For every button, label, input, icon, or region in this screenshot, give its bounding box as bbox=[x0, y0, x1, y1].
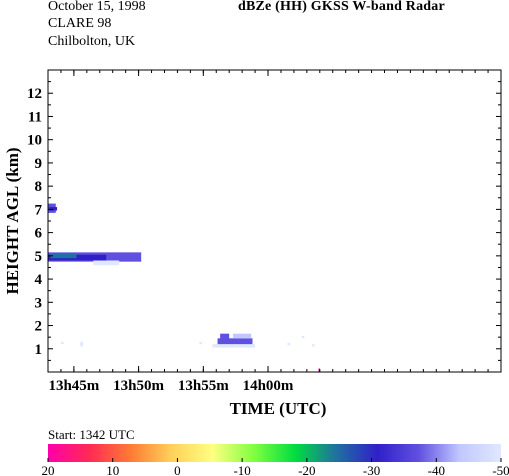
location-label: Chilbolton, UK bbox=[48, 34, 136, 49]
echo-region-8 bbox=[233, 333, 252, 339]
x-tick-label-3: 14h00m bbox=[243, 378, 294, 394]
date-label: October 15, 1998 bbox=[48, 0, 146, 14]
echo-region-9 bbox=[212, 344, 256, 348]
x-tick-label-2: 13h55m bbox=[178, 378, 229, 394]
y-tick-label-5: 5 bbox=[35, 249, 43, 265]
campaign-label: CLARE 98 bbox=[48, 16, 112, 31]
y-tick-label-11: 11 bbox=[28, 109, 42, 125]
echo-region-6 bbox=[217, 338, 253, 346]
y-tick-label-10: 10 bbox=[27, 133, 42, 149]
echo-region-10 bbox=[60, 341, 64, 345]
echo-region-12 bbox=[199, 341, 203, 345]
y-tick-label-4: 4 bbox=[35, 272, 43, 288]
echo-layer bbox=[48, 203, 321, 372]
echo-region-16 bbox=[318, 368, 321, 372]
y-tick-label-9: 9 bbox=[35, 156, 43, 172]
colorbar-tick-label-7: -50 bbox=[492, 463, 509, 476]
y-tick-label-7: 7 bbox=[35, 202, 43, 218]
echo-region-1 bbox=[48, 254, 107, 261]
echo-region-7 bbox=[220, 333, 230, 340]
echo-region-15 bbox=[312, 344, 315, 347]
echo-region-3 bbox=[93, 260, 120, 266]
colorbar-tick-label-5: -30 bbox=[363, 463, 380, 476]
echo-region-14 bbox=[301, 335, 305, 339]
y-axis-label: HEIGHT AGL (km) bbox=[3, 147, 22, 294]
x-axis-label: TIME (UTC) bbox=[230, 399, 327, 418]
colorbar-tick-label-0: 20 bbox=[42, 463, 55, 476]
x-tick-label-0: 13h45m bbox=[48, 378, 99, 394]
colorbar bbox=[48, 444, 501, 462]
y-tick-label-6: 6 bbox=[35, 226, 43, 242]
y-tick-label-12: 12 bbox=[27, 86, 42, 102]
start-time-label: Start: 1342 UTC bbox=[48, 427, 135, 442]
y-tick-label-3: 3 bbox=[35, 295, 43, 311]
echo-region-5 bbox=[49, 207, 58, 211]
echo-region-2 bbox=[50, 253, 77, 259]
echo-region-11 bbox=[80, 341, 83, 347]
plot-frame bbox=[47, 69, 502, 373]
y-tick-label-2: 2 bbox=[35, 319, 43, 335]
colorbar-ticks: 20 10 0 -10 -20 -30 -40 -50 bbox=[42, 458, 509, 476]
chart-title: dBZe (HH) GKSS W-band Radar bbox=[238, 0, 445, 14]
echo-region-13 bbox=[287, 342, 291, 346]
colorbar-tick-label-2: 0 bbox=[174, 463, 181, 476]
colorbar-tick-label-1: 10 bbox=[106, 463, 119, 476]
y-tick-label-8: 8 bbox=[35, 179, 43, 195]
colorbar-tick-label-3: -10 bbox=[233, 463, 250, 476]
x-tick-label-1: 13h50m bbox=[113, 378, 164, 394]
y-tick-label-1: 1 bbox=[35, 342, 43, 358]
colorbar-tick-label-4: -20 bbox=[298, 463, 315, 476]
colorbar-tick-label-6: -40 bbox=[428, 463, 445, 476]
